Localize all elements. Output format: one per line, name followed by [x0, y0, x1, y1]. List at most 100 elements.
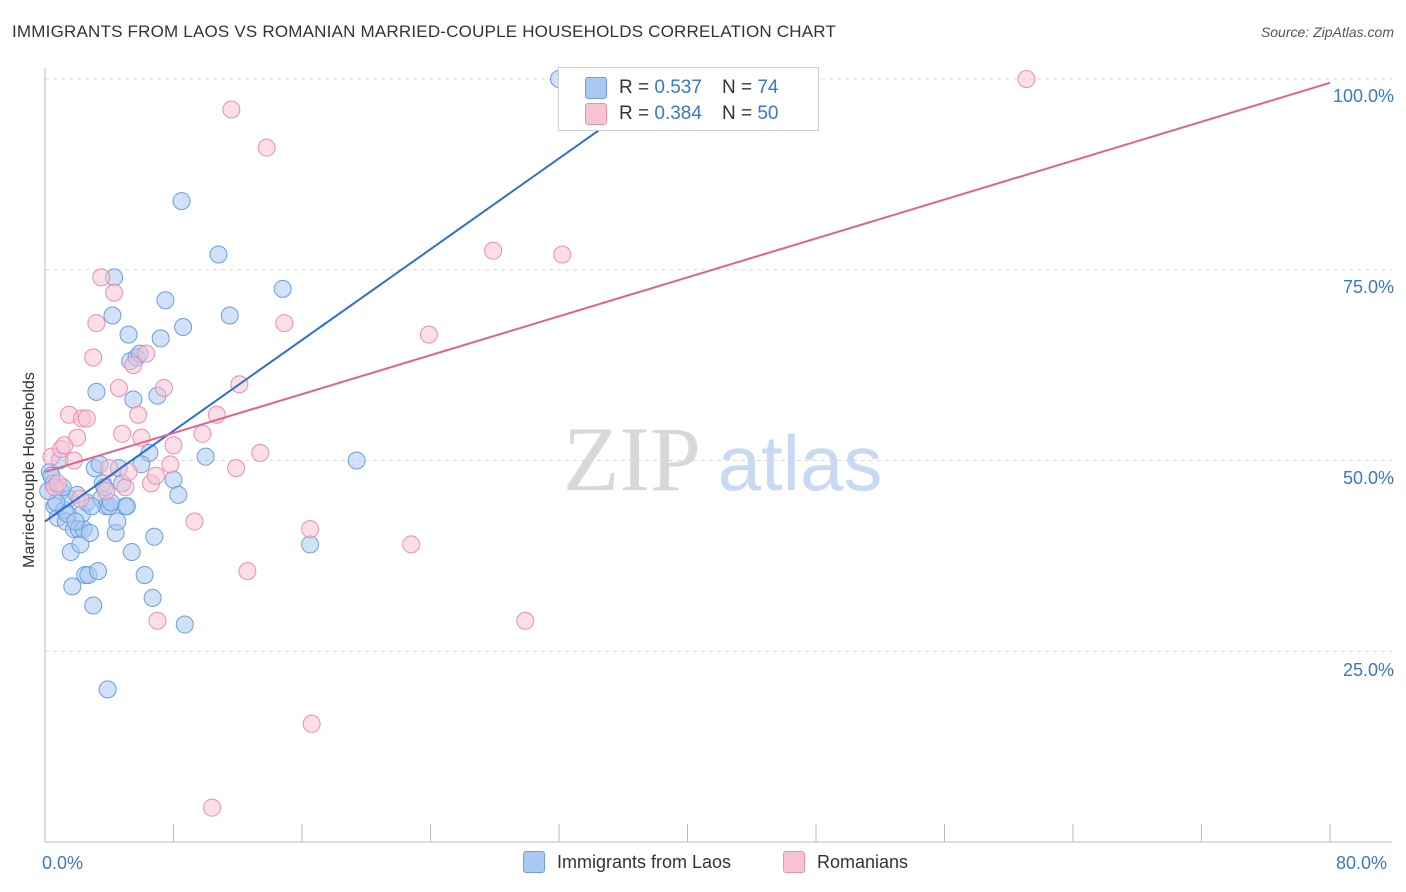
trend-lines — [44, 78, 1331, 523]
data-point — [151, 329, 170, 348]
data-point — [48, 474, 67, 493]
bottom-legend-laos: Immigrants from Laos — [523, 851, 731, 873]
y-tick-label: 100.0% — [1332, 86, 1394, 106]
data-point — [1017, 70, 1036, 88]
data-point — [273, 279, 292, 298]
y-tick-label: 50.0% — [1342, 468, 1394, 488]
data-point — [66, 512, 85, 531]
data-point — [227, 459, 246, 478]
bottom-legend-romanians: Romanians — [783, 851, 908, 873]
legend-row-romanians: R = 0.384 N = 50 — [585, 102, 778, 126]
data-point — [553, 245, 572, 264]
data-point — [301, 520, 320, 539]
data-point — [80, 523, 99, 542]
x-tick-label-min: 0.0% — [42, 853, 84, 873]
data-point — [275, 314, 294, 333]
data-point — [100, 459, 119, 478]
data-point — [161, 455, 180, 474]
data-point — [164, 470, 183, 489]
data-point — [347, 451, 366, 470]
data-point — [148, 611, 167, 630]
data-point — [484, 241, 503, 260]
data-point — [105, 283, 124, 302]
data-point — [222, 100, 241, 119]
y-tick-label: 75.0% — [1342, 277, 1394, 297]
legend-r-value: 0.384 — [654, 103, 702, 124]
data-point — [129, 405, 148, 424]
legend-r-value: 0.537 — [654, 77, 702, 98]
data-point — [154, 379, 173, 398]
data-point — [109, 379, 128, 398]
data-point — [92, 268, 111, 287]
legend-swatch-romanians — [585, 103, 607, 125]
data-point — [122, 543, 141, 562]
source-label: Source: ZipAtlas.com — [1260, 24, 1394, 40]
data-point — [108, 512, 127, 531]
data-point — [301, 535, 320, 554]
data-point — [156, 291, 175, 310]
data-point — [68, 428, 87, 447]
legend-swatch-laos — [585, 77, 607, 99]
data-point — [419, 325, 438, 344]
legend-row-laos: R = 0.537 N = 74 — [585, 76, 778, 100]
data-point — [146, 466, 165, 485]
data-point — [113, 424, 132, 443]
data-point — [84, 348, 103, 367]
series-romanians — [42, 70, 1036, 817]
trend-line — [44, 78, 673, 523]
data-point — [164, 436, 183, 455]
data-point — [193, 424, 212, 443]
watermark-zip: ZIP — [563, 408, 701, 510]
data-point — [169, 485, 188, 504]
data-point — [135, 565, 154, 584]
y-axis-label: Married-couple Households — [21, 372, 38, 568]
data-point — [251, 443, 270, 462]
data-point — [257, 138, 276, 157]
data-point — [77, 409, 96, 428]
data-point — [119, 325, 138, 344]
data-point — [116, 478, 135, 497]
bottom-legend-swatch-romanians — [783, 851, 805, 873]
data-point — [196, 447, 215, 466]
data-point — [238, 562, 257, 581]
data-point — [172, 192, 191, 211]
legend-r-label: R = — [619, 77, 650, 98]
data-point — [84, 596, 103, 615]
bottom-legend-label-romanians: Romanians — [817, 851, 909, 872]
data-point — [175, 615, 194, 634]
x-tick-label-max: 80.0% — [1336, 853, 1388, 873]
data-point — [145, 527, 164, 546]
data-point — [143, 588, 162, 607]
y-tick-label: 25.0% — [1342, 660, 1394, 680]
data-point — [203, 798, 222, 817]
data-point — [124, 356, 143, 375]
data-point — [124, 390, 143, 409]
correlation-legend: R = 0.537 N = 74 R = 0.384 N = 50 — [558, 67, 819, 131]
data-point — [97, 482, 116, 501]
trend-line — [44, 81, 1331, 473]
data-point — [174, 317, 193, 336]
data-point — [302, 714, 321, 733]
bottom-legend-swatch-laos — [523, 851, 545, 873]
data-point — [89, 562, 108, 581]
data-point — [185, 512, 204, 531]
data-point — [87, 382, 106, 401]
data-point — [98, 680, 117, 699]
chart-title: IMMIGRANTS FROM LAOS VS ROMANIAN MARRIED… — [12, 22, 837, 41]
legend-n-label: N = — [721, 103, 753, 124]
legend-n-value: 50 — [757, 103, 779, 124]
data-point — [63, 577, 82, 596]
legend-r-label: R = — [619, 103, 650, 124]
data-point — [209, 245, 228, 264]
data-point — [117, 497, 136, 516]
bottom-legend-label-laos: Immigrants from Laos — [557, 851, 732, 872]
data-point — [103, 306, 122, 325]
legend-n-label: N = — [721, 77, 753, 98]
data-point — [87, 314, 106, 333]
data-point — [220, 306, 239, 325]
data-point — [402, 535, 421, 554]
watermark-atlas: atlas — [718, 419, 883, 507]
data-point — [137, 344, 156, 363]
data-point — [516, 611, 535, 630]
